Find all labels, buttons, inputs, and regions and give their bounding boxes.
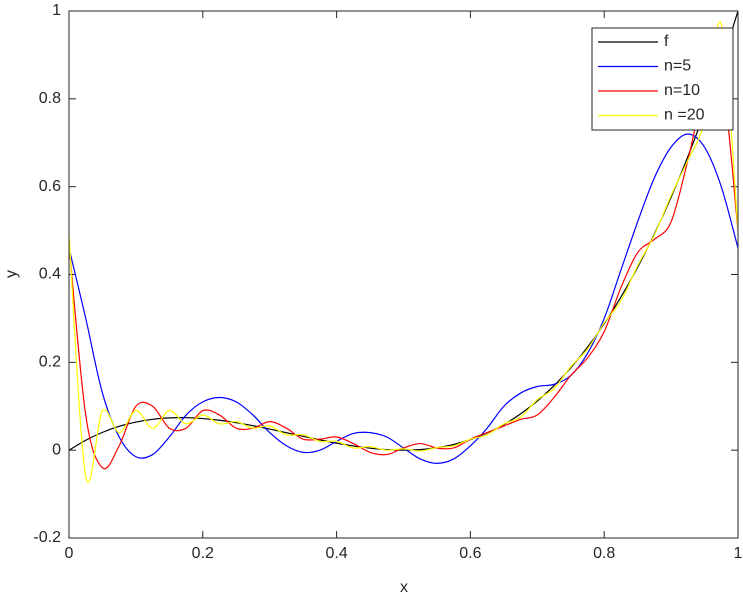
legend-label: f — [664, 33, 669, 50]
y-axis-label: y — [3, 270, 20, 278]
legend-label: n =20 — [664, 107, 705, 124]
legend-label: n=5 — [664, 58, 691, 75]
y-tick-label: 0.6 — [39, 178, 61, 195]
y-tick-label: 0.4 — [39, 266, 61, 283]
y-tick-label: 0.2 — [39, 354, 61, 371]
x-tick-label: 0 — [65, 545, 74, 562]
x-tick-label: 0.4 — [325, 545, 347, 562]
x-axis-label: x — [400, 579, 408, 596]
y-tick-label: 0.8 — [39, 90, 61, 107]
series-line — [69, 133, 738, 464]
series-line — [69, 21, 738, 483]
x-tick-label: 0.8 — [593, 545, 615, 562]
y-tick-label: -0.2 — [33, 529, 61, 546]
x-tick-label: 1 — [734, 545, 743, 562]
axes-box — [68, 10, 739, 539]
series-line — [69, 11, 738, 451]
y-tick-label: 1 — [52, 2, 61, 19]
legend-box — [591, 27, 734, 131]
x-tick-label: 0.2 — [192, 545, 214, 562]
series-line — [69, 62, 738, 470]
y-tick-label: 0 — [52, 441, 61, 458]
x-tick-label: 0.6 — [459, 545, 481, 562]
legend-label: n=10 — [664, 82, 700, 99]
